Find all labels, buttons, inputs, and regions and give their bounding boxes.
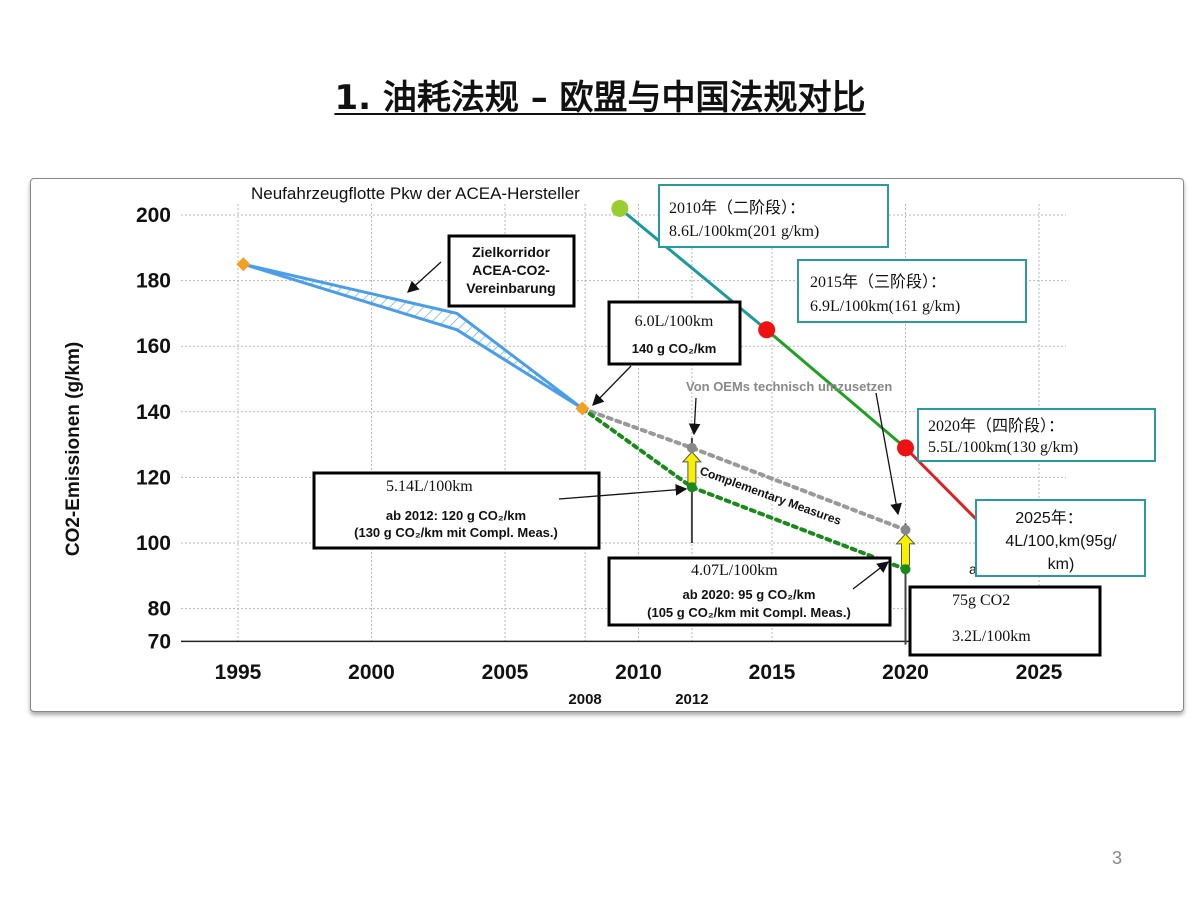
- data-point-small: [686, 442, 697, 453]
- slide-title-text: 1. 油耗法规 – 欧盟与中国法规对比: [334, 78, 866, 118]
- china-2015-value: 6.9L/100km(161 g/km): [810, 298, 960, 315]
- china-2010-box: [658, 184, 889, 248]
- data-point-small: [900, 524, 911, 535]
- x-tick-label: 2015: [749, 661, 796, 684]
- x-tick-label: 2000: [348, 661, 395, 684]
- y-tick-label: 100: [136, 532, 171, 555]
- eu-2012-fuel: 5.14L/100km: [386, 478, 473, 495]
- corridor-label-line: ACEA-CO2-: [472, 262, 550, 278]
- x-tick-label: 1995: [215, 661, 262, 684]
- x-tick-label: 2020: [882, 661, 929, 684]
- corridor-label-line: Vereinbarung: [466, 280, 555, 296]
- target-2008-co2: 140 g CO₂/km: [632, 341, 717, 356]
- eu-2025-fuel: 3.2L/100km: [952, 628, 1031, 645]
- y-tick-label: 140: [136, 401, 171, 424]
- eu-2012-co2: ab 2012: 120 g CO₂/km: [386, 508, 526, 523]
- y-axis-label: CO2-Emissionen (g/km): [63, 342, 84, 556]
- china-2025-value: 4L/100,km(95g/: [1005, 533, 1117, 550]
- eu-2025-box: [908, 585, 1102, 657]
- chart-frame: Neufahrzeugflotte Pkw der ACEA-Herstelle…: [30, 178, 1184, 712]
- data-point-circle: [611, 199, 629, 217]
- data-point-diamond: [236, 257, 251, 272]
- corridor-lower-line: [241, 262, 584, 411]
- china-2025-unit: km): [1048, 556, 1075, 573]
- china-2020-value: 5.5L/100km(130 g/km): [928, 439, 1078, 456]
- slide-title: 1. 油耗法规 – 欧盟与中国法规对比: [0, 70, 1200, 119]
- y-tick-label: 160: [136, 335, 171, 358]
- y-tick-label: 200: [136, 204, 171, 227]
- y-tick-label: 70: [148, 630, 171, 653]
- annotations: Zielkorridor ACEA-CO2- Vereinbarung 6.0L/10…: [312, 184, 1156, 657]
- y-tick-label: 180: [136, 270, 171, 293]
- data-point-circle: [897, 439, 914, 457]
- china-phase2-line: [618, 206, 769, 332]
- oem-arrow-2012: [688, 397, 701, 436]
- x-tick-label-minor: 2008: [568, 691, 601, 708]
- oem-label: Von OEMs technisch umzusetzen: [686, 379, 892, 394]
- y-tick-label: 120: [136, 466, 171, 489]
- corridor-label-line: Zielkorridor: [472, 244, 550, 260]
- oem-arrow-2020: [875, 392, 902, 516]
- x-tick-label-minor: 2012: [675, 691, 708, 708]
- x-tick-label: 2025: [1016, 661, 1063, 684]
- china-2010-label: 2010年（二阶段）：: [669, 199, 805, 217]
- china-2015-label: 2015年（三阶段）：: [810, 273, 946, 291]
- china-2020-box: [917, 408, 1156, 462]
- eu-2020-co2: ab 2020: 95 g CO₂/km: [683, 587, 816, 602]
- eu-2020-fuel: 4.07L/100km: [691, 562, 778, 579]
- oem-target-line: [580, 406, 908, 532]
- target-2008-fuel: 6.0L/100km: [635, 313, 714, 330]
- china-2020-label: 2020年（四阶段）：: [928, 417, 1064, 435]
- corridor-upper-line: [241, 262, 584, 411]
- y-tick-label: 80: [148, 598, 171, 621]
- target-2008-arrow: [592, 365, 632, 406]
- partially-hidden-label: a: [969, 561, 977, 577]
- yellow-arrow-2020: [895, 533, 916, 566]
- eu-2020-box: [607, 556, 892, 627]
- eu-2012-compl: (130 g CO₂/km mit Compl. Meas.): [354, 525, 558, 540]
- eu-2012-arrow: [558, 483, 688, 500]
- china-2025-label: 2025年：: [1015, 509, 1083, 527]
- eu-2012-box: [312, 471, 601, 550]
- x-tick-label: 2010: [615, 661, 662, 684]
- eu-2020-compl: (105 g CO₂/km mit Compl. Meas.): [647, 605, 851, 620]
- china-2015-box: [797, 259, 1027, 323]
- page-number: 3: [1112, 848, 1123, 868]
- eu-2020-arrow: [852, 561, 890, 590]
- data-point-small: [900, 564, 911, 575]
- chart-title: Neufahrzeugflotte Pkw der ACEA-Herstelle…: [251, 184, 580, 203]
- x-tick-label: 2005: [482, 661, 529, 684]
- data-point-small: [686, 482, 697, 493]
- corridor-label-box: [447, 234, 576, 308]
- china-2010-value: 8.6L/100km(201 g/km): [669, 223, 819, 240]
- data-point-diamond: [575, 401, 590, 416]
- eu-2025-co2: 75g CO2: [952, 592, 1010, 609]
- target-2008-box: [607, 300, 742, 366]
- axes: Neufahrzeugflotte Pkw der ACEA-Herstelle…: [63, 184, 1066, 708]
- co2-emissions-chart: Neufahrzeugflotte Pkw der ACEA-Herstelle…: [63, 184, 1156, 708]
- china-2025-box: [975, 499, 1146, 577]
- yellow-arrow-2012: [681, 451, 703, 484]
- data-point-circle: [758, 321, 776, 339]
- corridor-arrow: [407, 261, 442, 293]
